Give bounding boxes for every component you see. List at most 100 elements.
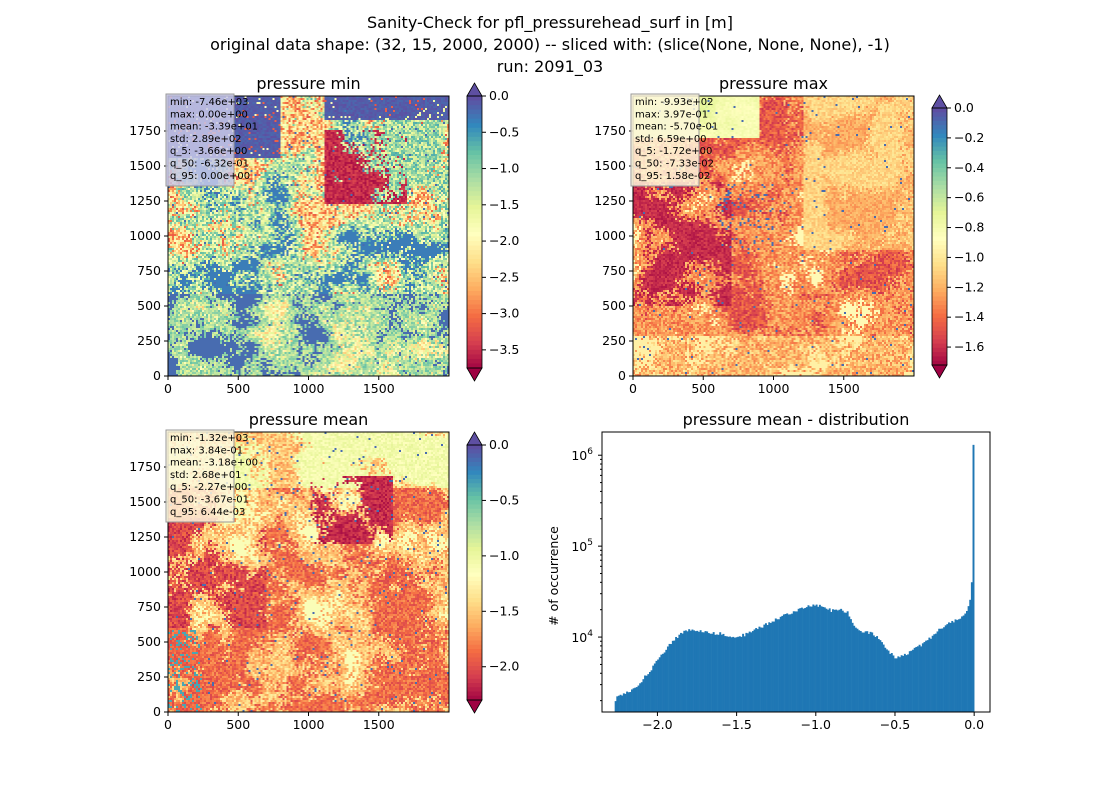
colorbar-segment — [467, 309, 482, 315]
colorbar-segment — [467, 191, 482, 197]
histogram-bar — [751, 631, 754, 712]
stats-line: mean: -3.39e+01 — [170, 122, 258, 133]
y-tick-label: 250 — [602, 333, 626, 348]
histogram-bar — [733, 637, 736, 712]
histogram-bar — [694, 631, 697, 712]
stats-line: std: 6.59e+00 — [635, 134, 707, 145]
histogram-bar — [957, 619, 960, 712]
x-tick-label: 500 — [691, 381, 715, 396]
colorbar-segment — [467, 109, 482, 115]
colorbar-segment — [932, 125, 947, 131]
histogram-bar — [637, 685, 640, 712]
histogram-bar — [689, 630, 692, 712]
histogram-bar — [889, 653, 892, 712]
histogram-bar — [796, 611, 798, 712]
x-tick-label: −1.5 — [721, 717, 751, 732]
histogram-bar — [678, 634, 681, 712]
colorbar-segment — [932, 223, 947, 229]
colorbar-segment — [467, 547, 482, 552]
histogram-bar — [802, 608, 805, 712]
colorbar-segment — [932, 189, 947, 195]
colorbar-segment — [467, 322, 482, 328]
colorbar-segment — [932, 335, 947, 340]
histogram-bar — [794, 611, 797, 712]
colorbar-segment — [932, 339, 947, 345]
stats-line: min: -7.46e+03 — [170, 97, 249, 108]
histogram-bar — [650, 670, 653, 712]
colorbar-segment — [467, 695, 482, 701]
histogram-bar — [673, 640, 676, 712]
histogram-bar — [959, 618, 962, 712]
histogram-bar — [616, 696, 619, 712]
colorbar-frame — [466, 95, 483, 369]
y-tick-label: 250 — [137, 669, 161, 684]
histogram-bar — [882, 644, 885, 712]
histogram-bar — [644, 675, 647, 712]
colorbar-segment — [467, 363, 482, 369]
colorbar-segment — [467, 100, 482, 106]
histogram-bar — [884, 647, 887, 712]
panel-title: pressure mean - distribution — [683, 410, 910, 429]
colorbar-segment — [932, 330, 947, 336]
colorbar-segment — [467, 462, 482, 467]
x-tick-label: 0 — [629, 381, 637, 396]
histogram-bar — [939, 628, 942, 712]
colorbar-segment — [467, 272, 482, 278]
colorbar-segment — [467, 127, 482, 133]
histogram-bar — [804, 608, 807, 712]
colorbar-tick-label: 0.0 — [489, 437, 509, 452]
histogram-bar — [792, 611, 795, 712]
stats-line: q_95: 1.58e-02 — [635, 171, 710, 182]
histogram-bar — [653, 663, 656, 712]
histogram-bar — [720, 634, 723, 712]
histogram-bar — [836, 610, 839, 712]
histogram-bar — [747, 633, 749, 712]
colorbar-segment — [932, 219, 947, 225]
plot-frame — [601, 431, 991, 713]
histogram-bar — [845, 612, 848, 712]
histogram-bar — [778, 619, 781, 712]
histogram-bar — [877, 639, 880, 712]
colorbar-tick-label: 0.0 — [489, 88, 509, 103]
colorbar-segment — [932, 240, 947, 246]
histogram-bar — [680, 632, 682, 712]
y-tick-label: 500 — [602, 298, 626, 313]
histogram-bar — [768, 622, 771, 712]
panel-title: pressure max — [719, 74, 828, 93]
histogram-bar — [724, 636, 727, 712]
y-tick-label: 1750 — [129, 459, 161, 474]
histogram-bar — [835, 609, 838, 712]
histogram-bar — [743, 636, 746, 712]
colorbar-segment — [932, 262, 947, 268]
colorbar-segment — [467, 640, 482, 646]
stats-line: q_5: -2.27e+00 — [170, 482, 247, 493]
colorbar-segment — [467, 118, 482, 124]
colorbar-segment — [467, 615, 482, 620]
colorbar-tick-label: −1.5 — [489, 197, 519, 212]
y-tick-label: 1000 — [129, 228, 161, 243]
histogram-bar — [962, 615, 965, 712]
colorbar: 0.0 −0.5 −1.0 −1.5 −2.0 −2.5 −3.0 −3.5 — [466, 82, 519, 382]
histogram-bar — [863, 632, 865, 712]
colorbar-segment — [932, 317, 947, 323]
colorbar-segment — [467, 182, 482, 188]
histogram-bar — [879, 640, 882, 712]
histogram-bar — [827, 609, 830, 712]
colorbar-segment — [932, 116, 947, 122]
colorbar-segment — [467, 568, 482, 574]
colorbar-tick-label: −3.0 — [489, 306, 519, 321]
y-tick-label: 106 — [571, 447, 593, 463]
colorbar-segment — [932, 180, 947, 186]
colorbar-segment — [467, 517, 482, 523]
histogram-bar — [642, 679, 645, 712]
colorbar-frame — [466, 444, 483, 701]
colorbar-segment — [932, 352, 947, 358]
x-tick-label: −0.5 — [880, 717, 910, 732]
y-tick-label: 1750 — [129, 123, 161, 138]
histogram-bar — [946, 624, 949, 712]
histogram-bar — [900, 655, 903, 712]
histogram-bar — [805, 607, 808, 712]
histogram-bar — [907, 654, 910, 712]
